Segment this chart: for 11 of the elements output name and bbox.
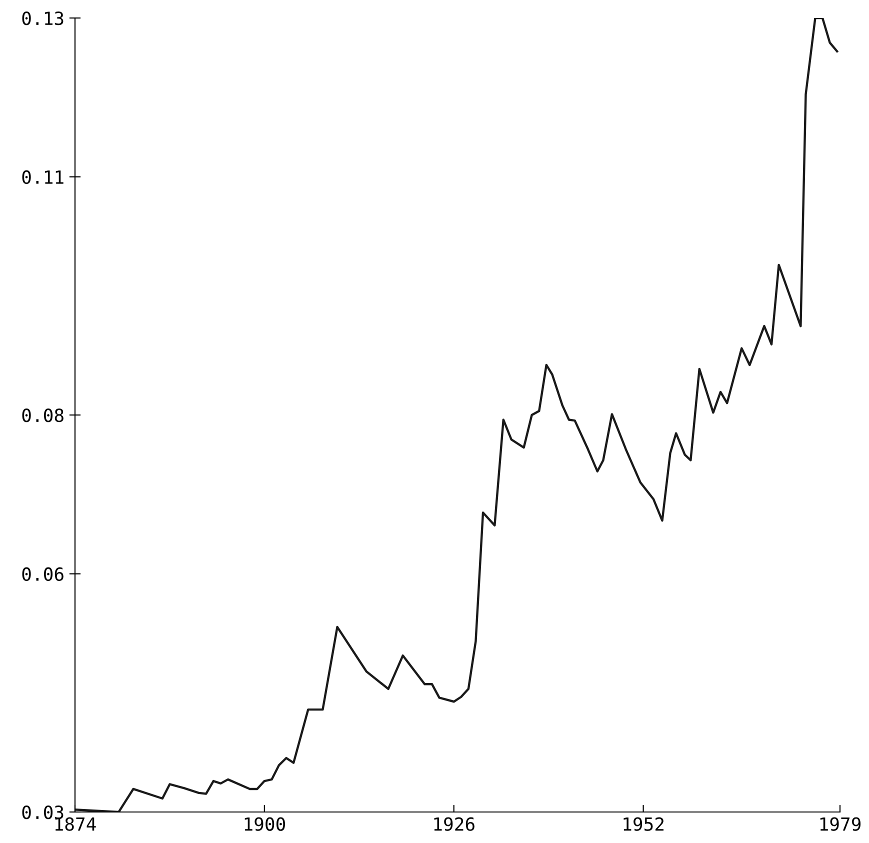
y-tick-label: 0.06 — [22, 567, 64, 581]
x-tick-label: 1900 — [244, 817, 285, 831]
x-tick-label: 1874 — [55, 817, 96, 831]
x-tick-label: 1926 — [434, 817, 474, 831]
y-tick-label: 0.11 — [22, 170, 64, 184]
y-tick-label: 0.13 — [22, 12, 64, 26]
line-series — [75, 18, 838, 812]
x-tick-label: 1979 — [820, 817, 861, 831]
x-tick-label: 1952 — [624, 817, 664, 831]
y-tick-label: 0.03 — [22, 806, 64, 820]
y-tick-label: 0.08 — [22, 408, 64, 422]
